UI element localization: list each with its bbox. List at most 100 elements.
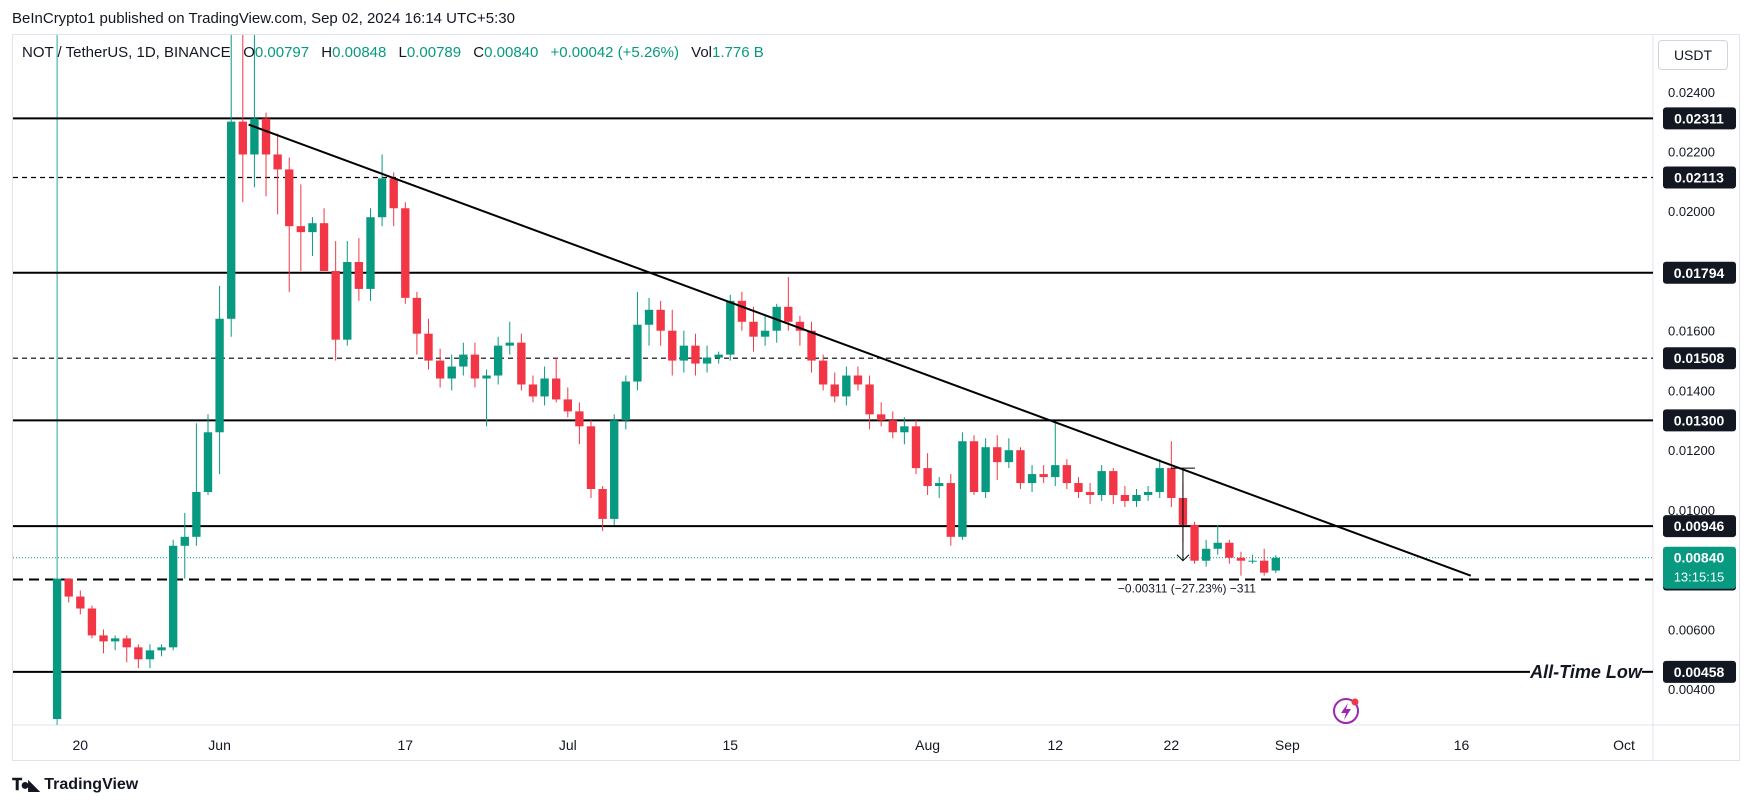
candle[interactable]	[76, 590, 85, 615]
candle[interactable]	[1062, 459, 1072, 490]
candle[interactable]	[1097, 465, 1106, 501]
candle[interactable]	[714, 351, 723, 364]
price-level-tag[interactable]: 0.00946	[1663, 515, 1736, 538]
candle[interactable]	[1271, 555, 1280, 573]
candle[interactable]	[308, 217, 317, 257]
candle[interactable]	[1120, 486, 1130, 507]
candle[interactable]	[993, 435, 1002, 481]
candle[interactable]	[702, 345, 712, 373]
candle[interactable]	[470, 342, 480, 388]
candle[interactable]	[958, 432, 967, 540]
candle[interactable]	[1248, 554, 1257, 564]
currency-button[interactable]: USDT	[1658, 40, 1728, 70]
candle[interactable]	[482, 369, 491, 427]
candle[interactable]	[1201, 539, 1211, 567]
candle[interactable]	[1213, 524, 1222, 555]
candle[interactable]	[447, 354, 456, 391]
candle[interactable]	[517, 333, 526, 391]
candle[interactable]	[772, 303, 781, 343]
candle[interactable]	[923, 453, 932, 495]
candle[interactable]	[586, 420, 596, 498]
candle[interactable]	[110, 635, 120, 651]
candle[interactable]	[1109, 468, 1118, 504]
candle[interactable]	[830, 372, 839, 403]
price-level-tag[interactable]: 0.00458	[1663, 660, 1736, 683]
candle[interactable]	[343, 241, 352, 346]
candle[interactable]	[134, 644, 143, 669]
candle[interactable]	[261, 112, 271, 197]
candle[interactable]	[1016, 447, 1025, 490]
price-level-tag[interactable]: 0.01508	[1663, 347, 1736, 370]
candle[interactable]	[250, 2, 259, 188]
candle[interactable]	[296, 184, 306, 271]
footer-brand[interactable]: 𝐓●◣ TradingView	[12, 775, 138, 795]
price-level-tag[interactable]: 0.02311	[1663, 107, 1736, 130]
candle[interactable]	[598, 486, 607, 531]
candle[interactable]	[1236, 551, 1246, 576]
candle[interactable]	[946, 474, 955, 546]
candle[interactable]	[818, 354, 828, 391]
candle[interactable]	[853, 366, 863, 391]
last-price-tag[interactable]: 0.00840 13:15:15	[1663, 546, 1736, 589]
candle[interactable]	[888, 411, 897, 439]
candle[interactable]	[505, 321, 514, 355]
candle[interactable]	[969, 435, 979, 495]
candle[interactable]	[238, 17, 247, 203]
candle[interactable]	[377, 154, 387, 227]
candle[interactable]	[737, 291, 747, 331]
candle[interactable]	[285, 157, 294, 292]
candle[interactable]	[552, 357, 561, 403]
candle[interactable]	[563, 387, 572, 418]
candle[interactable]	[1004, 438, 1014, 469]
candle[interactable]	[1260, 548, 1269, 576]
candle[interactable]	[493, 336, 503, 385]
descending-trendline[interactable]	[248, 123, 1472, 577]
candle[interactable]	[319, 208, 329, 271]
candle[interactable]	[575, 402, 584, 445]
candle[interactable]	[412, 291, 422, 355]
candle[interactable]	[1051, 423, 1060, 487]
candle[interactable]	[911, 420, 921, 475]
candle[interactable]	[876, 402, 886, 427]
candle[interactable]	[807, 321, 816, 373]
candle[interactable]	[52, 578, 62, 720]
candle[interactable]	[64, 578, 73, 603]
candle[interactable]	[1132, 489, 1141, 507]
candle[interactable]	[656, 300, 665, 346]
candle[interactable]	[424, 318, 433, 370]
candle[interactable]	[726, 294, 735, 361]
candle[interactable]	[192, 423, 201, 546]
candle[interactable]	[145, 644, 155, 669]
candle[interactable]	[1167, 441, 1176, 507]
candle[interactable]	[691, 333, 700, 376]
candle[interactable]	[528, 375, 538, 403]
candle[interactable]	[610, 414, 619, 525]
price-level-tag[interactable]: 0.01300	[1663, 409, 1736, 432]
candle[interactable]	[1039, 465, 1048, 484]
candle[interactable]	[401, 202, 410, 304]
candle[interactable]	[1225, 539, 1234, 564]
candle[interactable]	[459, 342, 468, 376]
candle[interactable]	[227, 2, 236, 337]
candle[interactable]	[1027, 465, 1037, 493]
symbol-label[interactable]: NOT / TetherUS, 1D, BINANCE	[22, 44, 231, 61]
candle[interactable]	[900, 417, 909, 445]
candle[interactable]	[1074, 477, 1083, 498]
candle[interactable]	[935, 477, 944, 498]
price-level-tag[interactable]: 0.02113	[1663, 166, 1736, 189]
candle[interactable]	[540, 366, 549, 406]
candle[interactable]	[389, 172, 398, 227]
candle[interactable]	[760, 315, 770, 346]
flash-icon[interactable]	[1333, 698, 1359, 724]
price-level-tag[interactable]: 0.01794	[1663, 261, 1736, 284]
candle[interactable]	[99, 629, 108, 654]
candle[interactable]	[749, 306, 758, 352]
candle[interactable]	[203, 414, 213, 495]
candle[interactable]	[644, 297, 654, 346]
candle[interactable]	[1143, 486, 1153, 501]
candle[interactable]	[865, 375, 874, 430]
candle[interactable]	[87, 605, 97, 639]
candle[interactable]	[784, 276, 793, 331]
candle[interactable]	[679, 330, 689, 373]
